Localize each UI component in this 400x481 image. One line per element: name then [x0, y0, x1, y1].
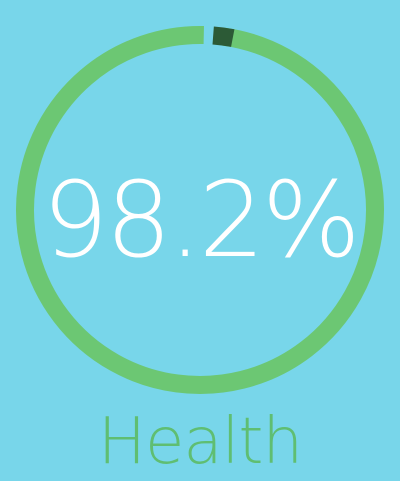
health-label: Health — [97, 405, 303, 479]
health-progress-ring — [16, 26, 384, 394]
health-percentage-value: 98.2% — [42, 159, 360, 281]
ring-remaining-marker — [16, 26, 384, 394]
